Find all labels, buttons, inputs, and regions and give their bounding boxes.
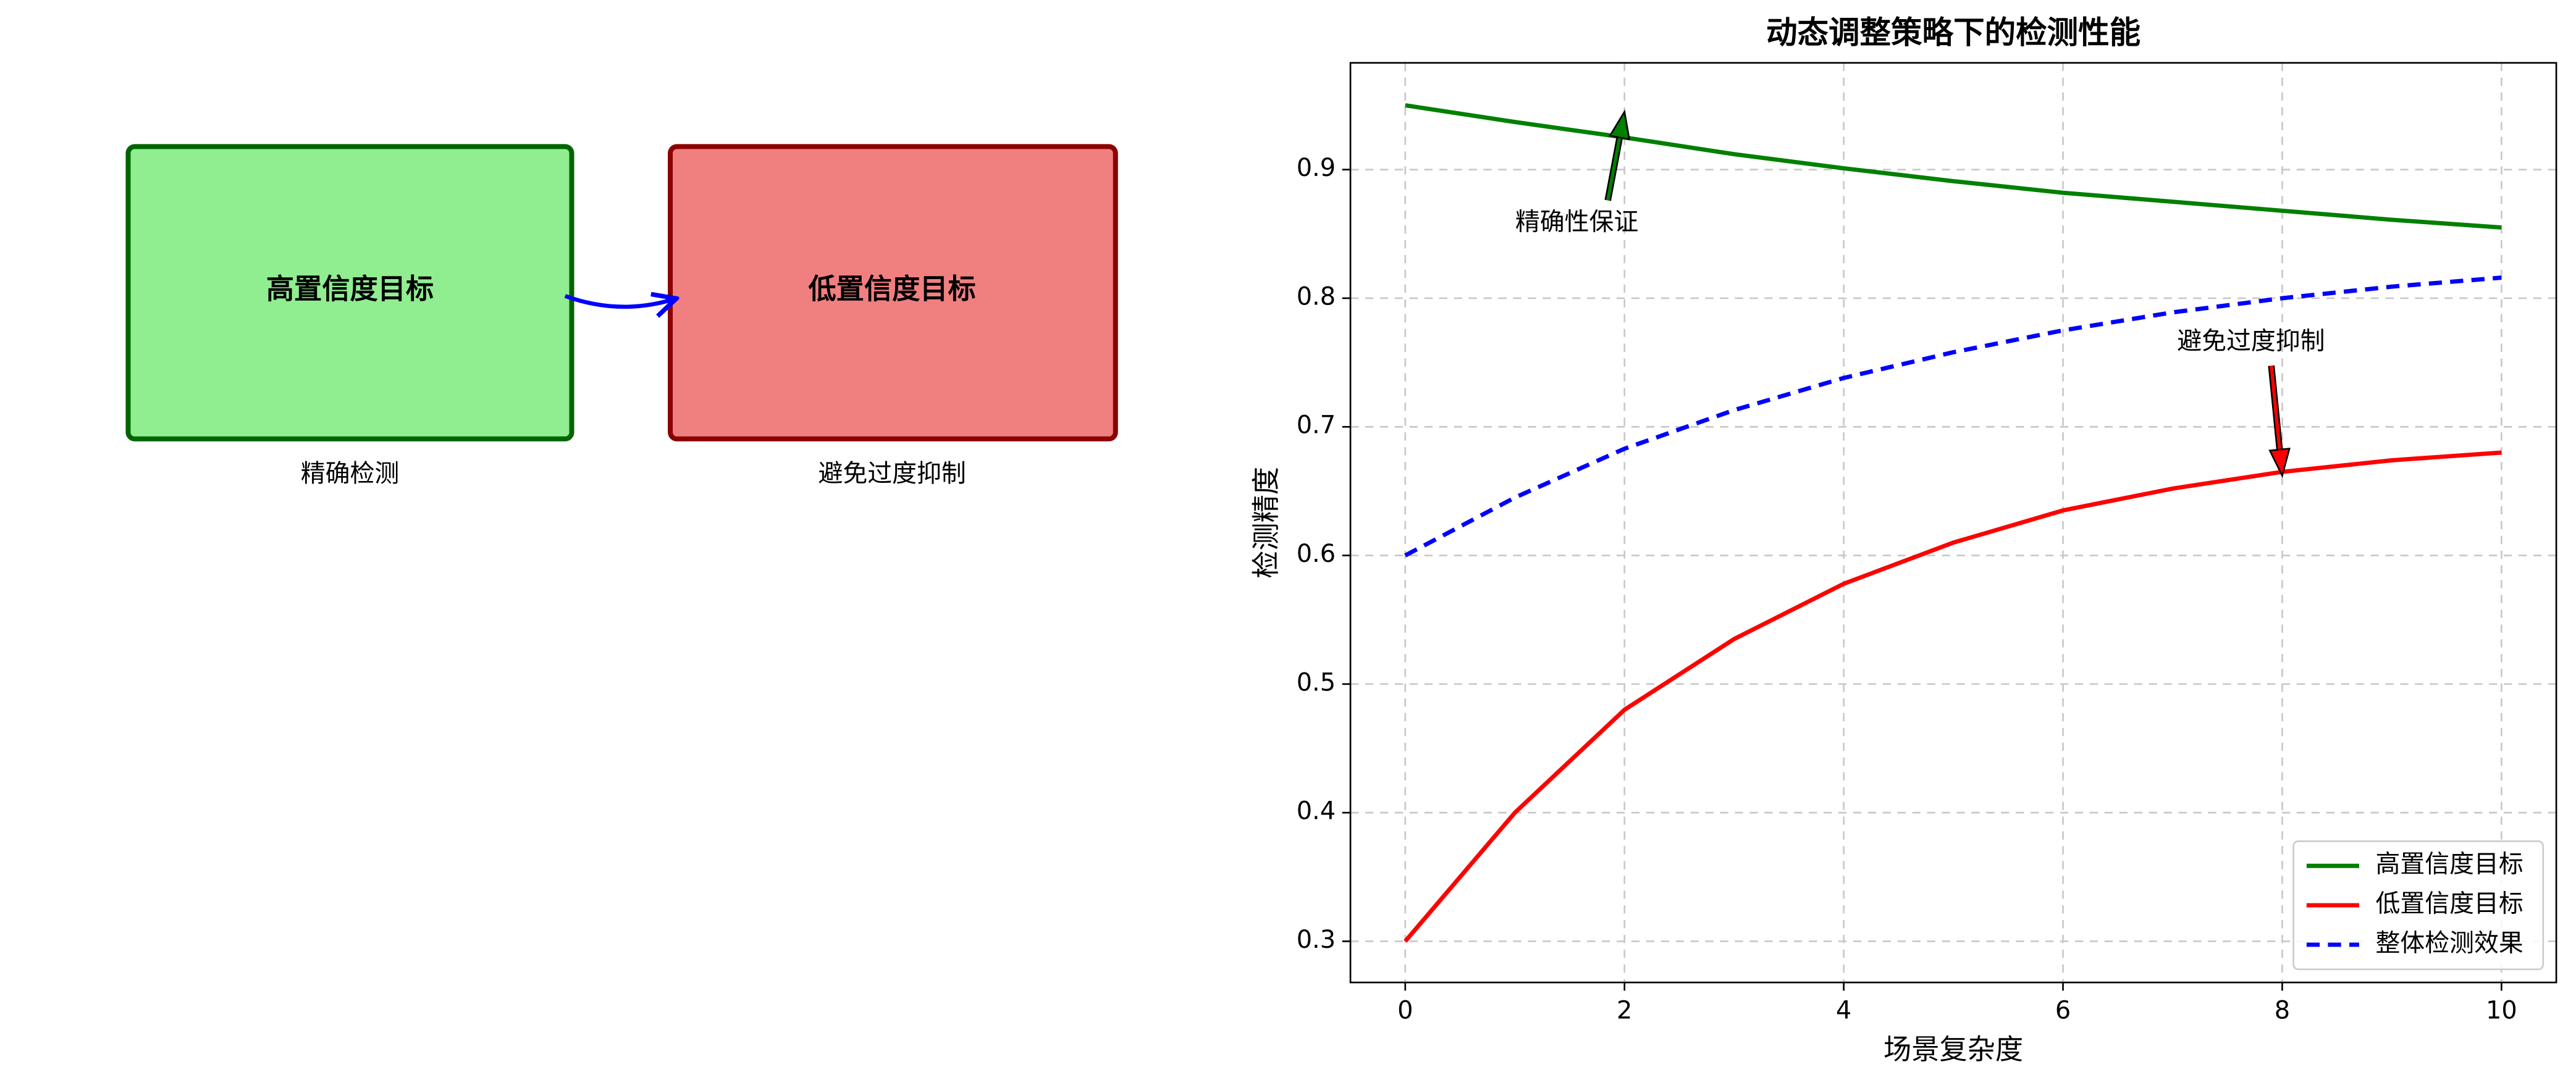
- x-tick-label: 2: [1617, 996, 1632, 1024]
- y-tick-label: 0.6: [1297, 540, 1336, 568]
- y-tick-label: 0.3: [1297, 926, 1336, 954]
- annotation-head: [2268, 447, 2291, 479]
- y-tick-label: 0.4: [1297, 797, 1336, 826]
- series-line: [1404, 275, 2502, 558]
- x-tick-label: 4: [1836, 996, 1851, 1024]
- x-tick-label: 8: [2275, 996, 2290, 1024]
- x-tick-label: 6: [2055, 996, 2071, 1024]
- x-axis-label: 场景复杂度: [1884, 1033, 2023, 1066]
- legend-label: 低置信度目标: [2376, 890, 2523, 918]
- legend-box: [2292, 840, 2544, 971]
- annotation-text: 避免过度抑制: [2177, 327, 2325, 355]
- x-tick-label: 10: [2486, 996, 2517, 1024]
- y-tick-label: 0.5: [1297, 668, 1336, 697]
- annotation-head: [1609, 109, 1631, 141]
- y-tick-label: 0.8: [1297, 282, 1336, 311]
- legend-label: 高置信度目标: [2376, 850, 2523, 879]
- y-tick-label: 0.7: [1297, 411, 1336, 440]
- x-tick-label: 0: [1397, 996, 1413, 1024]
- flow-arrow: [564, 296, 674, 306]
- chart-title: 动态调整策略下的检测性能: [1766, 14, 2140, 51]
- y-axis-label: 检测精度: [1250, 467, 1282, 579]
- annotation-shaft: [2270, 365, 2281, 450]
- series-line: [1405, 103, 2502, 230]
- y-tick-label: 0.9: [1297, 154, 1336, 182]
- legend-label: 整体检测效果: [2376, 929, 2523, 957]
- annotation-shaft: [1606, 137, 1622, 201]
- node-caption: 精确检测: [301, 459, 400, 488]
- annotation-text: 精确性保证: [1515, 207, 1638, 236]
- node-label: 高置信度目标: [266, 272, 434, 305]
- node-caption: 避免过度抑制: [818, 459, 966, 488]
- node-box: [125, 144, 575, 441]
- series-line: [1404, 450, 2502, 943]
- node-label: 低置信度目标: [808, 272, 975, 305]
- plot-frame: [1349, 62, 2557, 984]
